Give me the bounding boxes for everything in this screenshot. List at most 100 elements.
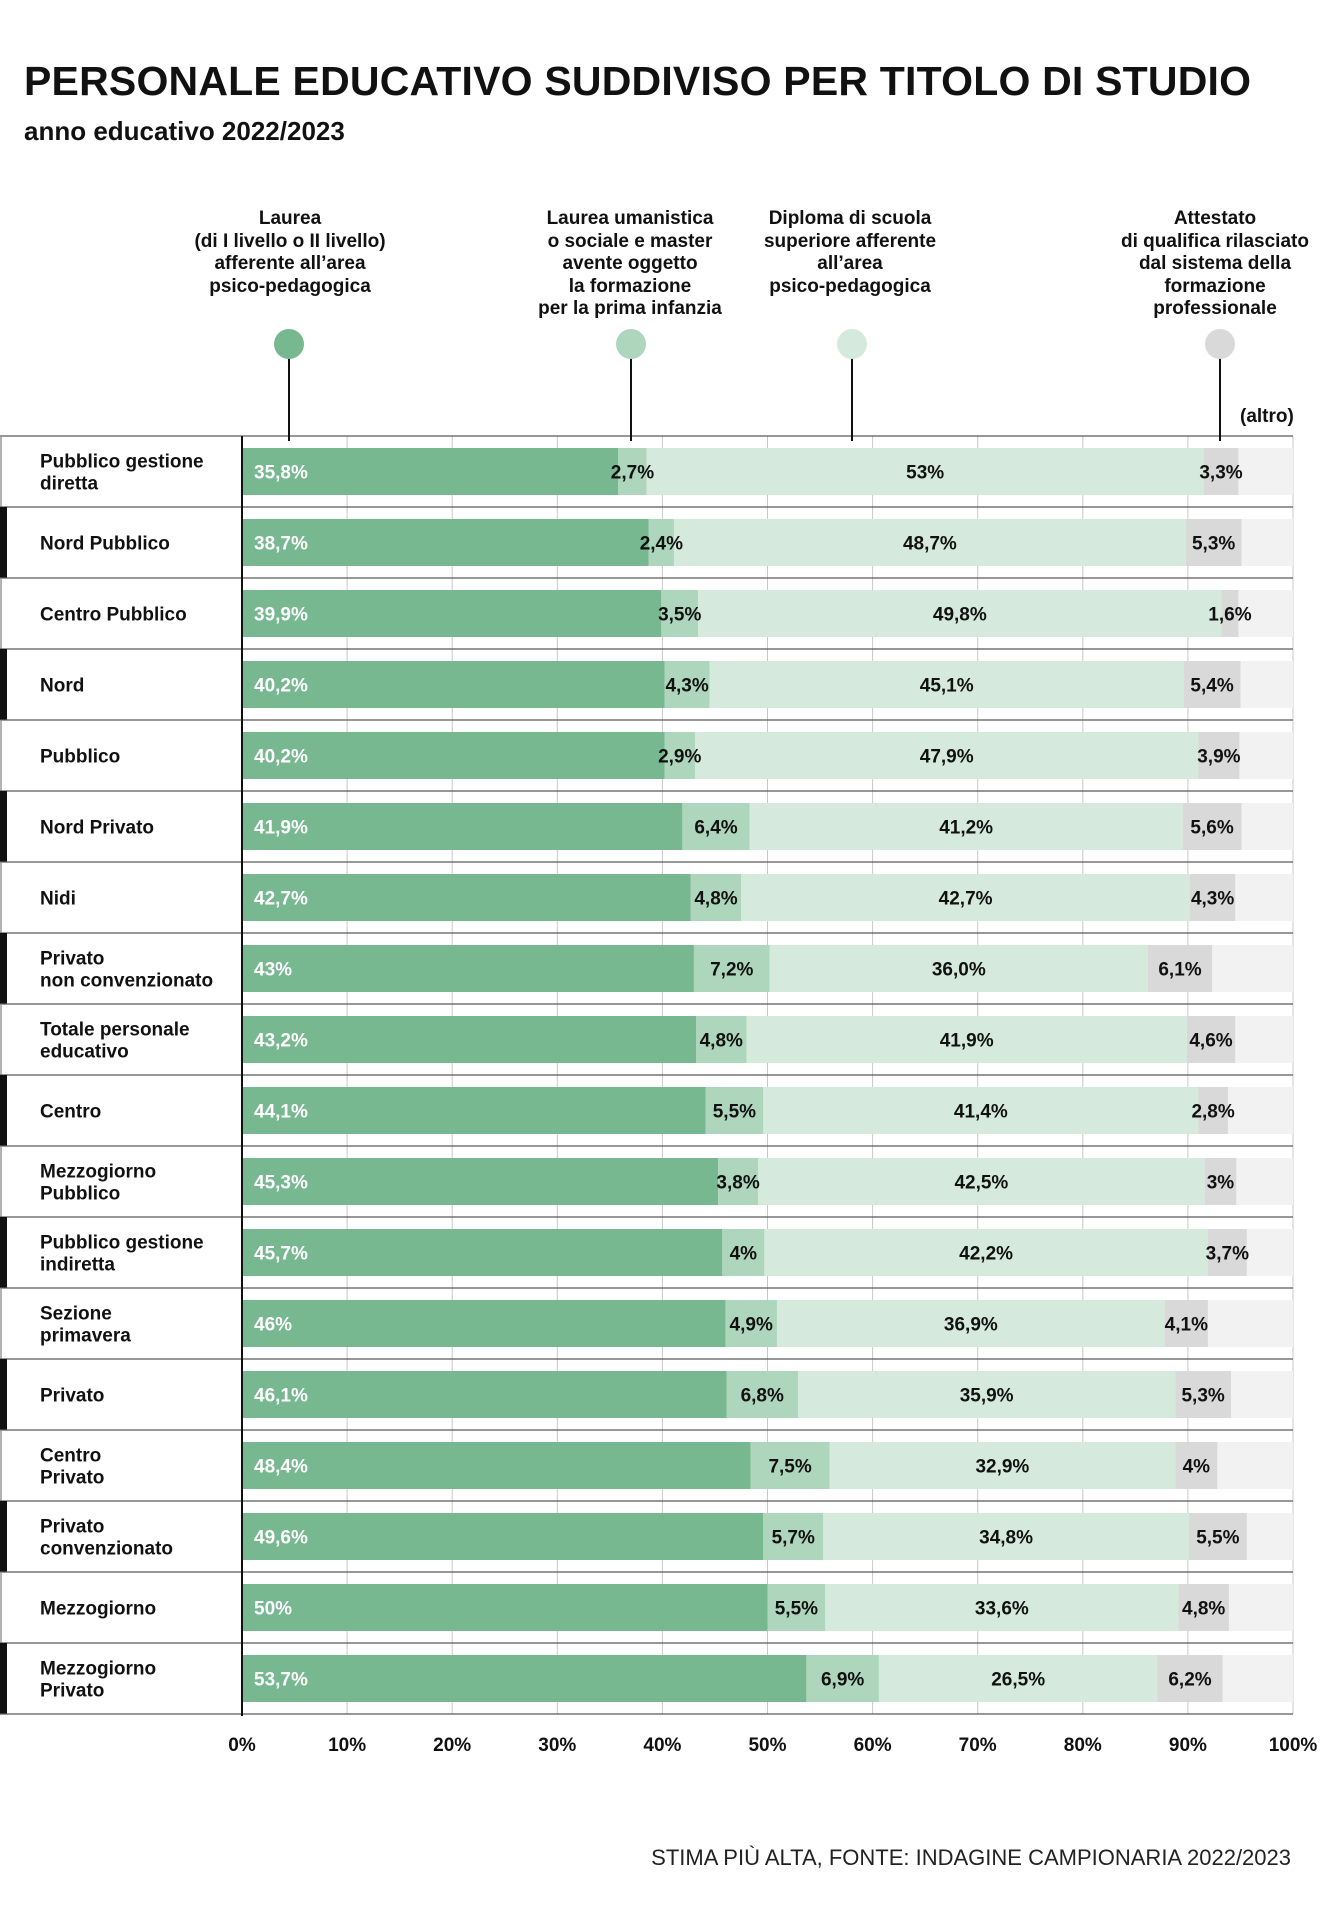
data-label-attestato: 4,6%: [1189, 1031, 1232, 1052]
bar-segment-laurea-umanistica: [690, 874, 742, 921]
bar-segment-diploma: [823, 1513, 1189, 1560]
bar-segment-diploma: [878, 1655, 1158, 1702]
bar-segment-diploma: [769, 945, 1148, 992]
data-label-laurea-umanistica: 4,3%: [665, 676, 708, 697]
category-label-line: Privato: [40, 1517, 104, 1538]
category-label: Pubblico gestione indiretta: [40, 1233, 204, 1276]
data-label-laurea-umanistica: 5,5%: [713, 1102, 756, 1123]
bar-segment-laurea: [242, 1016, 697, 1063]
data-label-attestato: 5,4%: [1190, 676, 1233, 697]
data-label-laurea-umanistica: 2,7%: [611, 463, 654, 484]
bar-segment-diploma: [829, 1442, 1176, 1489]
data-label-laurea: 40,2%: [254, 747, 308, 768]
bar-segment-laurea: [242, 1300, 726, 1347]
bar-segment-attestato: [1147, 945, 1213, 992]
bar-segment-laurea: [242, 732, 665, 779]
bar-segment-laurea: [242, 519, 649, 566]
category-label-line: diretta: [40, 474, 99, 495]
data-label-attestato: 1,6%: [1208, 605, 1251, 626]
data-label-diploma: 36,0%: [932, 960, 986, 981]
bar-segment-attestato: [1183, 661, 1241, 708]
category-label: Pubblico: [40, 747, 120, 768]
category-label: Centro Pubblico: [40, 605, 187, 626]
row-marker: [0, 1501, 7, 1572]
bar-segment-laurea-umanistica: [763, 1513, 824, 1560]
row-marker: [0, 1075, 7, 1146]
data-label-diploma: 35,9%: [960, 1386, 1014, 1407]
category-label-line: Totale personale: [40, 1020, 190, 1041]
legend-marker-attestato: [1205, 329, 1235, 359]
legend-label-laurea-umanistica: Laurea umanistica o sociale e master ave…: [538, 208, 722, 319]
bar-segment-diploma: [763, 1087, 1199, 1134]
bar-segment-diploma: [797, 1371, 1176, 1418]
data-label-laurea-umanistica: 2,9%: [658, 747, 701, 768]
data-label-attestato: 5,5%: [1196, 1528, 1239, 1549]
data-label-attestato: 5,3%: [1192, 534, 1235, 555]
data-label-laurea: 45,3%: [254, 1173, 308, 1194]
data-label-attestato: 2,8%: [1191, 1102, 1234, 1123]
data-label-laurea: 38,7%: [254, 534, 308, 555]
category-label-line: Pubblico gestione: [40, 452, 204, 473]
category-label-line: Centro: [40, 1102, 101, 1123]
data-label-diploma: 53%: [906, 463, 944, 484]
row-marker: [0, 791, 7, 862]
data-label-laurea: 44,1%: [254, 1102, 308, 1123]
category-label: Mezzogiorno: [40, 1599, 156, 1620]
x-tick-label: 0%: [228, 1735, 256, 1756]
bar-segment-attestato: [1203, 448, 1239, 495]
bar-segment-attestato: [1182, 803, 1242, 850]
row-marker: [0, 1217, 7, 1288]
bar-segment-attestato: [1185, 519, 1242, 566]
bar-segment-laurea-umanistica: [725, 1300, 777, 1347]
category-label-line: Centro Pubblico: [40, 605, 187, 626]
category-label: Nord Privato: [40, 818, 154, 839]
x-tick-label: 70%: [959, 1735, 997, 1756]
data-label-attestato: 4%: [1183, 1457, 1211, 1478]
bar-segment-laurea: [242, 1158, 719, 1205]
data-label-laurea: 50%: [254, 1599, 292, 1620]
data-label-laurea: 49,6%: [254, 1528, 308, 1549]
data-label-attestato: 3,3%: [1199, 463, 1242, 484]
x-tick-label: 80%: [1064, 1735, 1102, 1756]
data-label-laurea-umanistica: 3,8%: [716, 1173, 759, 1194]
data-label-laurea-umanistica: 2,4%: [640, 534, 683, 555]
legend-label-attestato: Attestato di qualifica rilasciato dal si…: [1121, 208, 1309, 319]
data-label-diploma: 42,2%: [959, 1244, 1013, 1265]
bar-segment-diploma: [758, 1158, 1205, 1205]
data-label-diploma: 42,5%: [954, 1173, 1008, 1194]
bar-segment-diploma: [646, 448, 1204, 495]
category-label-line: Nord: [40, 676, 84, 697]
bar-segment-laurea: [242, 590, 662, 637]
bar-segment-laurea: [242, 1087, 706, 1134]
category-label: Totale personale educativo: [40, 1020, 190, 1063]
category-label-line: Privato: [40, 1681, 104, 1702]
category-label-line: Nord Privato: [40, 818, 154, 839]
bar-segment-attestato: [1221, 590, 1239, 637]
data-label-diploma: 34,8%: [979, 1528, 1033, 1549]
bar-segment-diploma: [749, 803, 1183, 850]
bar-segment-laurea: [242, 661, 665, 708]
data-label-attestato: 3,9%: [1197, 747, 1240, 768]
bar-segment-laurea: [242, 1584, 768, 1631]
bar-segment-laurea-umanistica: [682, 803, 750, 850]
category-label: Centro Privato: [40, 1446, 104, 1489]
category-label-line: Privato: [40, 1386, 104, 1407]
category-label: Pubblico gestione diretta: [40, 452, 204, 495]
data-label-laurea: 41,9%: [254, 818, 308, 839]
category-label: Privato convenzionato: [40, 1517, 173, 1560]
data-label-diploma: 41,4%: [954, 1102, 1008, 1123]
category-label-line: Pubblico: [40, 1184, 120, 1205]
x-tick-label: 30%: [538, 1735, 576, 1756]
data-label-laurea: 46%: [254, 1315, 292, 1336]
data-label-laurea-umanistica: 4,8%: [694, 889, 737, 910]
data-label-diploma: 41,2%: [939, 818, 993, 839]
category-label: Mezzogiorno Pubblico: [40, 1162, 156, 1205]
bar-segment-attestato: [1186, 1016, 1236, 1063]
data-label-attestato: 6,1%: [1158, 960, 1201, 981]
data-label-laurea: 40,2%: [254, 676, 308, 697]
category-label-line: Centro: [40, 1446, 101, 1467]
bar-segment-laurea-umanistica: [750, 1442, 830, 1489]
bar-segment-diploma: [746, 1016, 1187, 1063]
bar-segment-laurea-umanistica: [664, 732, 695, 779]
category-label-line: Nord Pubblico: [40, 534, 170, 555]
